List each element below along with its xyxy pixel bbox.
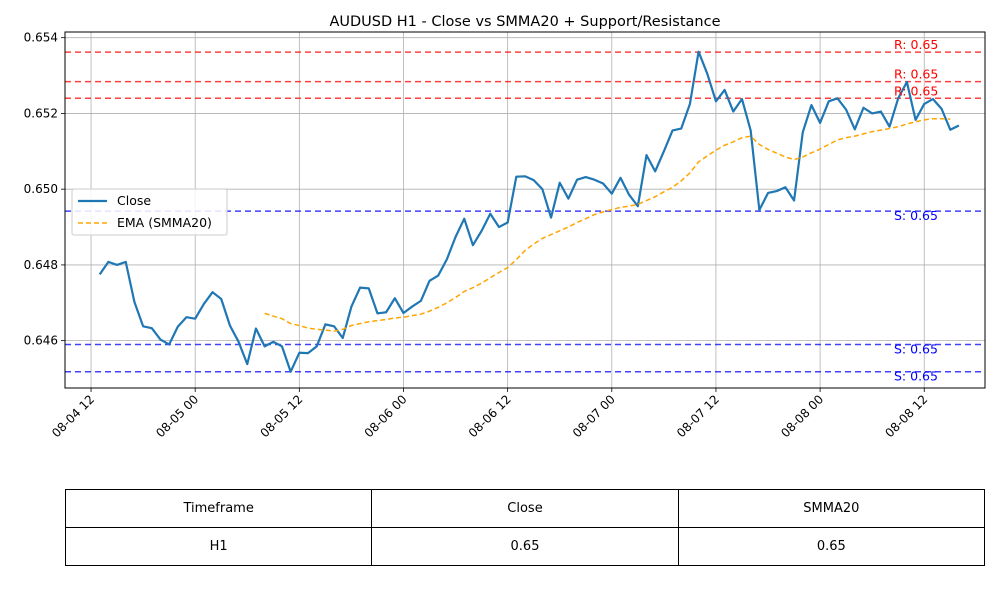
table-cell: H1 — [64, 527, 373, 566]
table-header-cell: SMMA20 — [677, 489, 986, 528]
close-series-line — [98, 50, 960, 373]
y-tick-label: 0.654 — [24, 31, 58, 45]
table-cell: 0.65 — [371, 527, 679, 566]
table-cell: 0.65 — [677, 527, 986, 566]
x-tick-label: 08-05 12 — [257, 392, 305, 440]
series-lines — [98, 50, 960, 373]
y-tick-label: 0.652 — [24, 106, 58, 120]
resistance-label: R: 0.65 — [894, 83, 938, 98]
smma20-series-line — [264, 117, 951, 332]
resistance-label: R: 0.65 — [894, 37, 938, 52]
x-tick-label: 08-08 00 — [778, 392, 826, 440]
legend-label-smma20: EMA (SMMA20) — [117, 215, 212, 230]
table-header-cell: Timeframe — [64, 489, 373, 528]
x-tick-label: 08-07 12 — [674, 392, 722, 440]
y-tick-label: 0.646 — [24, 334, 58, 348]
x-tick-label: 08-06 00 — [362, 392, 410, 440]
table-row: H1 0.65 0.65 — [64, 527, 986, 566]
support-label: S: 0.65 — [894, 341, 938, 356]
x-tick-label: 08-04 12 — [49, 392, 97, 440]
chart: AUDUSD H1 - Close vs SMMA20 + Support/Re… — [24, 14, 986, 440]
table-header-cell: Close — [371, 489, 679, 528]
y-tick-label: 0.648 — [24, 258, 58, 272]
plot-frame — [64, 31, 986, 389]
x-tick-label: 08-07 00 — [570, 392, 618, 440]
legend-label-close: Close — [117, 193, 151, 208]
x-tick-label: 08-08 12 — [882, 392, 930, 440]
support-label: S: 0.65 — [894, 208, 938, 223]
legend-box — [71, 188, 228, 236]
chart-title: AUDUSD H1 - Close vs SMMA20 + Support/Re… — [329, 14, 720, 30]
summary-table: Timeframe Close SMMA20 H1 0.65 0.65 — [64, 489, 986, 566]
support-label: S: 0.65 — [894, 369, 938, 384]
level-labels: R: 0.65R: 0.65R: 0.65S: 0.65S: 0.65S: 0.… — [894, 37, 938, 384]
resistance-label: R: 0.65 — [894, 67, 938, 82]
legend: Close EMA (SMMA20) — [71, 188, 228, 236]
y-tick-label: 0.650 — [24, 182, 58, 196]
table-header-row: Timeframe Close SMMA20 — [64, 489, 986, 528]
x-tick-label: 08-06 12 — [466, 392, 514, 440]
x-tick-label: 08-05 00 — [153, 392, 201, 440]
